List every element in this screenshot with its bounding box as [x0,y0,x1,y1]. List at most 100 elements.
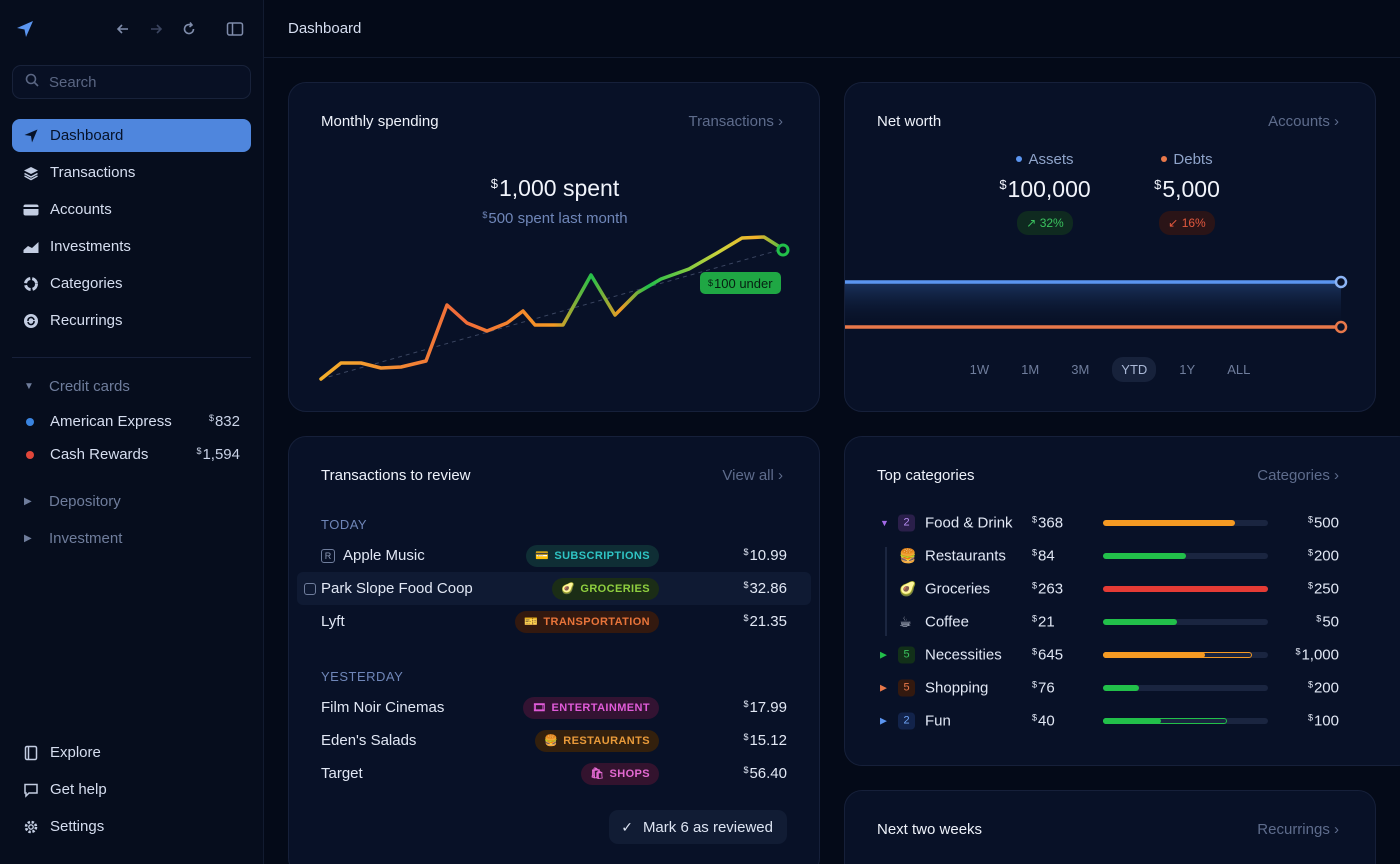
category-badge[interactable]: 🍔 RESTAURANTS [535,729,659,752]
assets-end-marker [1334,275,1348,289]
range-button-1y[interactable]: 1Y [1179,362,1196,377]
account-american-express[interactable]: American Express $832 [12,405,251,438]
transaction-amount: $15.12 [743,732,787,749]
transactions-link[interactable]: Transactions › [688,113,783,130]
top-categories-card: Top categories Categories › ▼ 2 Food & D… [844,436,1400,766]
category-row[interactable]: ▶ 2 Fun $40 $100 [877,704,1339,737]
category-row[interactable]: ▶ 5 Necessities $645 $1,000 [877,638,1339,671]
card-icon: 💳 [535,550,550,562]
sidebar: Search Dashboard Transactions Accounts I… [0,0,264,864]
chart-icon [22,238,40,256]
search-input[interactable]: Search [12,65,251,99]
category-name: Groceries [925,580,991,597]
nav-item-categories[interactable]: Categories [12,267,251,300]
caret-right-icon: ▶ [880,682,887,692]
sidebar-toggle-icon[interactable] [224,18,246,40]
transaction-row[interactable]: Eden's Salads 🍔 RESTAURANTS $15.12 [297,724,811,757]
transaction-amount: $56.40 [743,765,787,782]
category-name: Coffee [925,613,969,630]
monthly-spending-card: Monthly spending Transactions › $1,000 s… [288,82,820,412]
nav-item-accounts[interactable]: Accounts [12,193,251,226]
account-cash-rewards[interactable]: Cash Rewards $1,594 [12,438,251,471]
category-row[interactable]: 🥑 Groceries $263 $250 [877,572,1339,605]
spending-total: $1,000 spent [490,175,620,201]
transaction-row[interactable]: Lyft 🎫 TRANSPORTATION $21.35 [297,605,811,638]
caret-right-icon: ▶ [880,649,887,659]
back-arrow-icon[interactable] [112,18,134,40]
select-checkbox[interactable] [304,582,316,595]
mark-reviewed-button[interactable]: ✓ Mark 6 as reviewed [609,810,787,844]
ring-icon [22,275,40,293]
nav-label: Investments [50,238,131,255]
credit-cards-toggle[interactable]: ▼ Credit cards [12,371,251,401]
nav-item-recurrings[interactable]: Recurrings [12,304,251,337]
category-badge[interactable]: 🛍 SHOPS [581,762,659,785]
category-badge[interactable]: 🥑 GROCERIES [552,577,659,600]
merchant-name: Eden's Salads [321,732,417,749]
spending-last-month: $500 spent last month [482,210,628,227]
depository-toggle[interactable]: ▶ Depository [12,486,251,516]
merchant-name: Park Slope Food Coop [321,580,473,597]
category-badge[interactable]: 🎫 TRANSPORTATION [515,610,659,633]
nav-item-dashboard[interactable]: Dashboard [12,119,251,152]
category-name: Shopping [925,679,989,696]
category-row[interactable]: ▶ 5 Shopping $76 $200 [877,671,1339,704]
transaction-row[interactable]: Film Noir Cinemas 🎞 ENTERTAINMENT $17.99 [297,691,811,724]
budget-progress-bar [1103,717,1268,724]
send-logo-icon[interactable] [14,18,36,40]
chevron-right-icon: › [778,113,783,130]
range-button-all[interactable]: ALL [1227,362,1251,377]
transaction-row[interactable]: Target 🛍 SHOPS $56.40 [297,757,811,790]
category-row[interactable]: ▼ 2 Food & Drink $368 $500 [877,506,1339,539]
merchant-name: Apple Music [343,547,425,564]
nav-label: Explore [50,744,101,761]
arrow-down-left-icon: ↙ [1168,216,1179,230]
nav-item-explore[interactable]: Explore [12,736,251,769]
depository-group: ▶ Depository [12,486,251,516]
view-all-link[interactable]: View all › [722,467,783,484]
category-name: Restaurants [925,547,1006,564]
range-button-3m[interactable]: 3M [1071,362,1090,377]
nav-label: Dashboard [50,127,124,144]
investment-toggle[interactable]: ▶ Investment [12,523,251,553]
budget-progress-bar [1103,519,1268,526]
category-row[interactable]: 🍔 Restaurants $84 $200 [877,539,1339,572]
merchant-name: Target [321,765,363,782]
budget-progress-bar [1103,684,1268,691]
debts-summary: Debts $5,000 ↙ 16% [1127,151,1247,235]
transaction-row[interactable]: Park Slope Food Coop 🥑 GROCERIES $32.86 [297,572,811,605]
caret-right-icon: ▶ [24,495,32,507]
accounts-link[interactable]: Accounts › [1268,113,1339,130]
account-dot [26,450,34,459]
category-badge[interactable]: 🎞 ENTERTAINMENT [523,696,659,719]
range-button-1m[interactable]: 1M [1021,362,1040,377]
category-badge[interactable]: 💳 SUBSCRIPTIONS [526,544,659,567]
page-title: Dashboard [288,20,362,37]
categories-link[interactable]: Categories › [1257,467,1339,484]
transaction-row[interactable]: R Apple Music 💳 SUBSCRIPTIONS $10.99 [297,539,811,572]
count-badge: 2 [898,712,915,729]
nav-item-settings[interactable]: Settings [12,810,251,843]
search-placeholder: Search [49,73,97,91]
range-button-ytd[interactable]: YTD [1112,357,1157,382]
shopping-bag-icon: 🛍 [590,768,605,780]
gear-icon [22,818,40,836]
subcategory-guide-line [885,547,887,636]
layers-icon [22,164,40,182]
nav-item-get-help[interactable]: Get help [12,773,251,806]
assets-summary: Assets $100,000 ↗ 32% [985,151,1105,235]
refresh-icon[interactable] [178,18,200,40]
forward-arrow-icon[interactable] [145,18,167,40]
category-row[interactable]: ☕ Coffee $21 $50 [877,605,1339,638]
nav-item-transactions[interactable]: Transactions [12,156,251,189]
card-title: Transactions to review [321,467,471,484]
range-button-1w[interactable]: 1W [969,362,990,377]
recurrings-link[interactable]: Recurrings › [1257,821,1339,838]
net-worth-chart [845,275,1348,334]
film-icon: 🎞 [532,702,547,714]
page-header: Dashboard [264,0,1400,58]
account-balance: $832 [208,413,240,430]
caret-right-icon: ▶ [24,532,32,544]
coffee-icon: ☕ [899,613,912,629]
nav-item-investments[interactable]: Investments [12,230,251,263]
